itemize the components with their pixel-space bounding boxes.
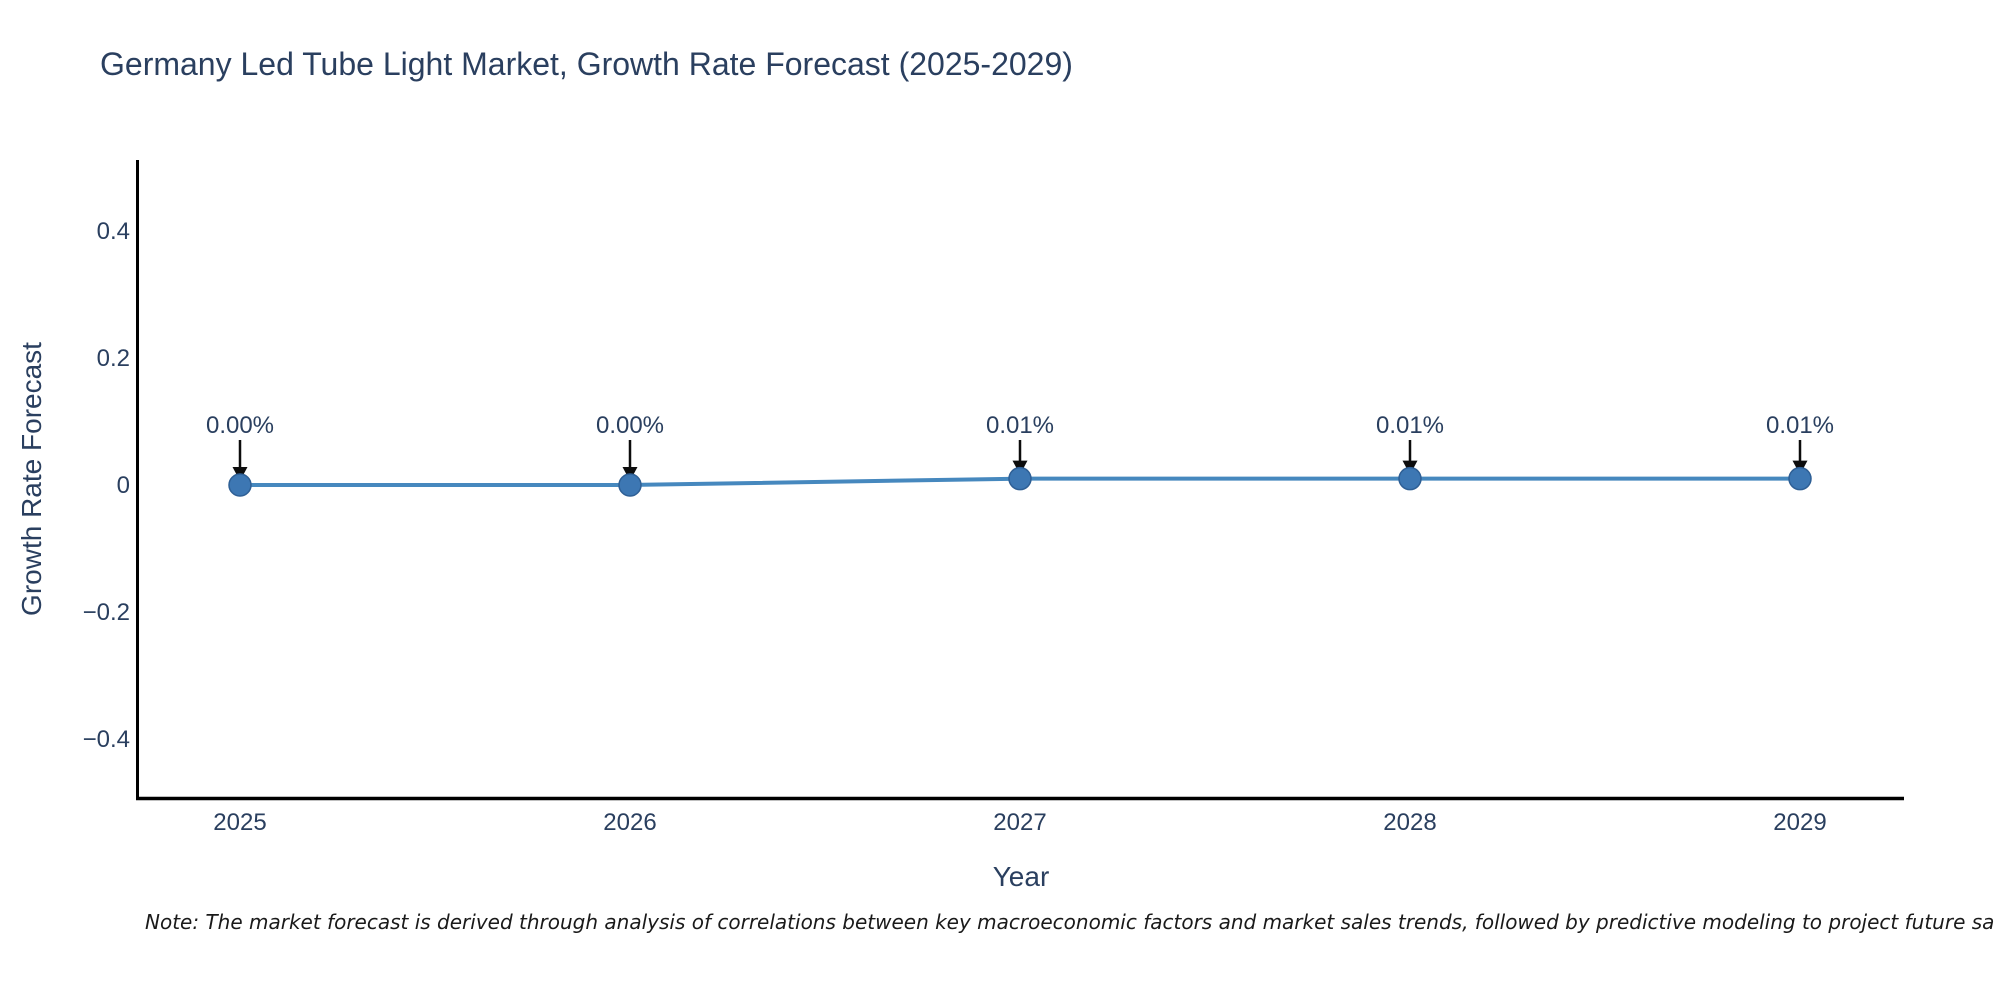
y-tick-label: −0.4 (83, 726, 130, 753)
data-point (1398, 466, 1422, 491)
y-tick-label: 0.2 (97, 345, 130, 372)
annotation-label: 0.00% (206, 412, 274, 439)
data-point (1008, 466, 1032, 491)
x-tick-label: 2025 (213, 809, 266, 836)
series-group: 0.4 0.2 0 −0.2 −0.4 2025 2026 2027 2028 2029 0.00%… (83, 218, 1834, 836)
x-tick-label: 2026 (603, 809, 656, 836)
y-axis-title: Growth Rate Forecast (16, 342, 47, 616)
y-tick-label: 0 (117, 472, 130, 499)
footnote: Note: The market forecast is derived thr… (145, 910, 1995, 934)
x-axis-title: Year (993, 861, 1050, 892)
y-tick-label: −0.2 (83, 599, 130, 626)
annotation-label: 0.01% (1766, 412, 1834, 439)
x-tick-label: 2029 (1773, 809, 1826, 836)
x-tick-label: 2028 (1383, 809, 1436, 836)
annotation-label: 0.01% (1376, 412, 1444, 439)
annotation-label: 0.01% (986, 412, 1054, 439)
x-tick-label: 2027 (993, 809, 1046, 836)
chart-title: Germany Led Tube Light Market, Growth Ra… (100, 46, 1073, 82)
data-point (618, 473, 642, 497)
data-point (1788, 466, 1812, 491)
y-tick-label: 0.4 (97, 218, 130, 245)
data-point (228, 473, 252, 497)
annotation-label: 0.00% (596, 412, 664, 439)
